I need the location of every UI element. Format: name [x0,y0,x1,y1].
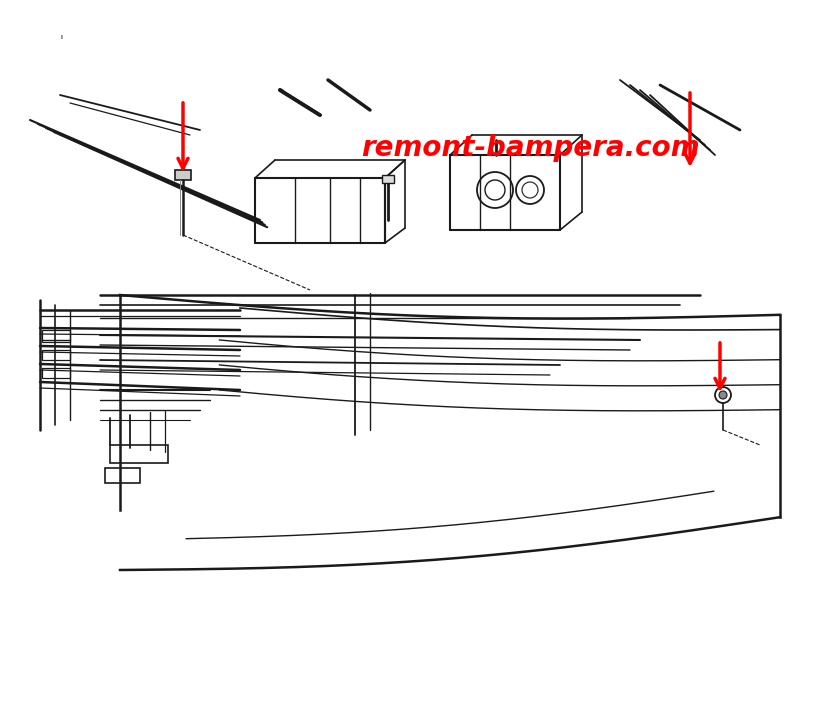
Text: ': ' [60,34,64,48]
Bar [42,330,70,342]
Bar [42,368,70,378]
Text: remont-bampera.com: remont-bampera.com [360,134,700,162]
Circle shape [719,391,727,399]
Bar [105,468,140,483]
Bar [42,350,70,360]
Bar [110,445,168,463]
Bar [175,170,191,180]
Bar [382,175,394,183]
